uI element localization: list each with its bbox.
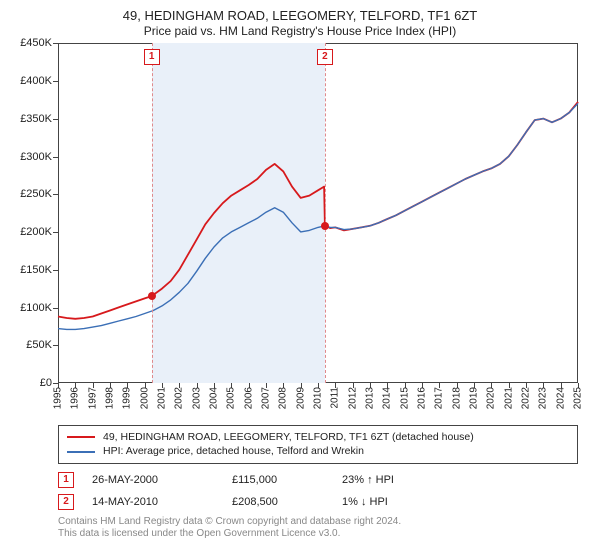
x-tick-label: 1995 (53, 387, 64, 409)
event-marker-dot (148, 292, 156, 300)
legend-item: HPI: Average price, detached house, Telf… (67, 444, 569, 458)
y-tick (53, 43, 58, 44)
event-row: 2 14-MAY-2010 £208,500 1% ↓ HPI (58, 494, 578, 510)
x-tick-label: 2002 (174, 387, 185, 409)
legend: 49, HEDINGHAM ROAD, LEEGOMERY, TELFORD, … (58, 425, 578, 463)
x-axis-labels: 1995199619971998199920002001200220032004… (58, 383, 578, 419)
footnote-line: Contains HM Land Registry data © Crown c… (58, 516, 578, 529)
x-tick-label: 2009 (295, 387, 306, 409)
y-tick (53, 119, 58, 120)
x-tick-label: 2006 (243, 387, 254, 409)
footnote: Contains HM Land Registry data © Crown c… (58, 516, 578, 541)
event-badge: 1 (58, 472, 74, 488)
x-tick-label: 2005 (226, 387, 237, 409)
y-tick (53, 232, 58, 233)
series-subject (58, 102, 578, 319)
footnote-line: This data is licensed under the Open Gov… (58, 528, 578, 541)
event-marker-line (152, 43, 153, 383)
x-tick-label: 2019 (469, 387, 480, 409)
legend-label: 49, HEDINGHAM ROAD, LEEGOMERY, TELFORD, … (103, 430, 474, 444)
plot-area: £0£50K£100K£150K£200K£250K£300K£350K£400… (58, 43, 578, 383)
x-tick-label: 2020 (486, 387, 497, 409)
x-tick-label: 2025 (573, 387, 584, 409)
event-price: £208,500 (232, 496, 342, 508)
legend-label: HPI: Average price, detached house, Telf… (103, 444, 364, 458)
x-tick-label: 2000 (139, 387, 150, 409)
legend-swatch (67, 451, 95, 453)
x-tick-label: 1997 (87, 387, 98, 409)
y-tick (53, 194, 58, 195)
x-tick-label: 2015 (399, 387, 410, 409)
event-date: 26-MAY-2000 (92, 474, 232, 486)
event-marker-line (325, 43, 326, 383)
legend-swatch (67, 436, 95, 438)
x-tick-label: 2003 (191, 387, 202, 409)
chart-container: 49, HEDINGHAM ROAD, LEEGOMERY, TELFORD, … (0, 0, 600, 560)
y-tick (53, 345, 58, 346)
event-marker-badge: 1 (144, 49, 160, 65)
y-tick (53, 157, 58, 158)
x-tick-label: 2011 (330, 387, 341, 409)
event-badge: 2 (58, 494, 74, 510)
series-hpi (58, 104, 578, 330)
event-marker-dot (321, 222, 329, 230)
event-price: £115,000 (232, 474, 342, 486)
event-date: 14-MAY-2010 (92, 496, 232, 508)
chart-title: 49, HEDINGHAM ROAD, LEEGOMERY, TELFORD, … (10, 8, 590, 24)
event-marker-badge: 2 (317, 49, 333, 65)
x-tick-label: 2021 (503, 387, 514, 409)
x-tick-label: 2016 (417, 387, 428, 409)
y-tick (53, 81, 58, 82)
event-row: 1 26-MAY-2000 £115,000 23% ↑ HPI (58, 472, 578, 488)
x-tick-label: 2017 (434, 387, 445, 409)
x-tick-label: 2012 (347, 387, 358, 409)
event-delta: 23% ↑ HPI (342, 474, 578, 486)
x-tick-label: 2018 (451, 387, 462, 409)
x-tick-label: 2023 (538, 387, 549, 409)
x-tick-label: 1998 (105, 387, 116, 409)
events-table: 1 26-MAY-2000 £115,000 23% ↑ HPI 2 14-MA… (58, 472, 578, 510)
x-tick-label: 2008 (278, 387, 289, 409)
chart-subtitle: Price paid vs. HM Land Registry's House … (10, 24, 590, 39)
legend-item: 49, HEDINGHAM ROAD, LEEGOMERY, TELFORD, … (67, 430, 569, 444)
x-tick-label: 2024 (555, 387, 566, 409)
x-tick-label: 2010 (313, 387, 324, 409)
event-delta: 1% ↓ HPI (342, 496, 578, 508)
x-tick-label: 2022 (521, 387, 532, 409)
x-tick-label: 2014 (382, 387, 393, 409)
y-tick (53, 270, 58, 271)
y-tick (53, 308, 58, 309)
x-tick-label: 2007 (261, 387, 272, 409)
chart-svg (58, 43, 578, 383)
x-tick-label: 1999 (122, 387, 133, 409)
x-tick-label: 1996 (70, 387, 81, 409)
x-tick-label: 2013 (365, 387, 376, 409)
x-tick-label: 2004 (209, 387, 220, 409)
x-tick-label: 2001 (157, 387, 168, 409)
